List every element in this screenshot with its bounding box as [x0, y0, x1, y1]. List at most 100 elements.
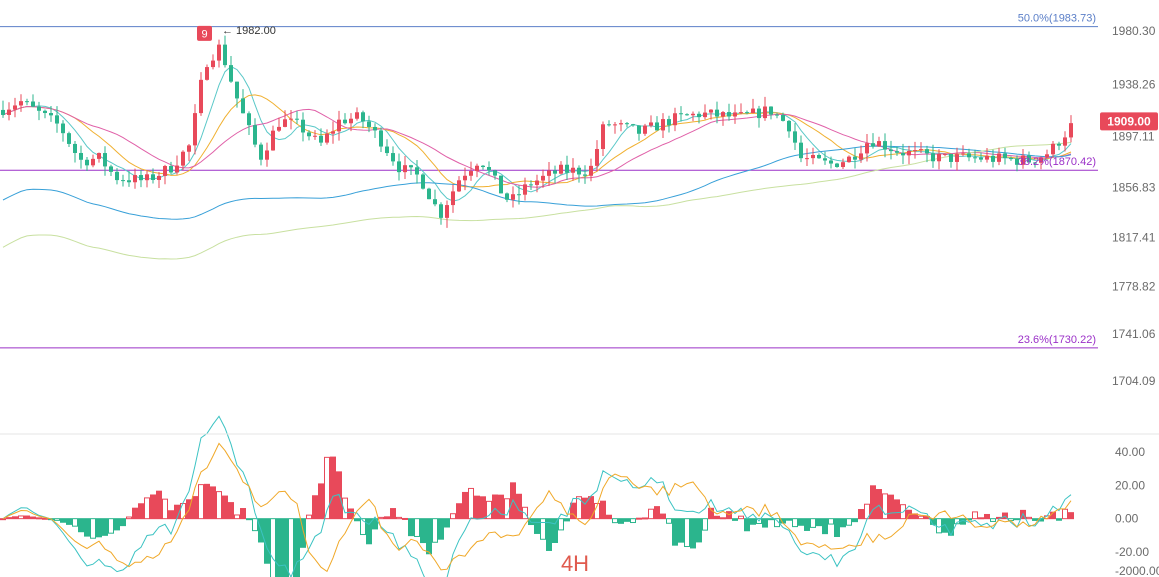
- candle-body: [835, 163, 839, 168]
- candle-body: [223, 44, 227, 66]
- candle-body: [1015, 158, 1019, 165]
- macd-histogram-bar: [240, 508, 246, 520]
- macd-histogram-bar: [654, 506, 660, 520]
- macd-histogram-bar: [666, 518, 672, 524]
- candle-body: [889, 149, 893, 152]
- macd-histogram-bar: [384, 516, 390, 520]
- candle-body: [403, 165, 407, 173]
- macd-histogram-bar: [774, 518, 780, 528]
- candle-body: [943, 153, 947, 155]
- macd-histogram-bar: [120, 518, 126, 527]
- candle-body: [637, 125, 641, 134]
- candle-body: [283, 119, 287, 127]
- macd-histogram-bar: [42, 517, 48, 520]
- candle-body: [493, 170, 497, 176]
- macd-histogram-bar: [738, 515, 744, 520]
- macd-histogram-bar: [1062, 508, 1068, 520]
- candle-body: [529, 184, 533, 186]
- candle-body: [277, 126, 281, 131]
- macd-histogram-bar: [366, 518, 372, 545]
- candle-body: [919, 149, 923, 151]
- candle-body: [721, 112, 725, 117]
- macd-histogram-bar: [612, 518, 618, 524]
- candle-body: [31, 101, 35, 107]
- macd-histogram-bar: [534, 518, 540, 534]
- macd-histogram-bar: [822, 518, 828, 535]
- ma-line-70: [2, 141, 1072, 260]
- indicator-tick-label: 0.00: [1115, 512, 1139, 526]
- macd-histogram-bar: [762, 518, 768, 528]
- fib-label-1: 38.2%(1870.42): [1018, 156, 1096, 168]
- macd-histogram-bar: [66, 518, 72, 525]
- macd-histogram-bar: [288, 518, 294, 577]
- candle-body: [85, 159, 89, 166]
- macd-histogram-bar: [438, 518, 444, 540]
- candle-body: [577, 167, 581, 175]
- candle-body: [397, 161, 401, 173]
- candle-body: [937, 153, 941, 162]
- candle-body: [967, 153, 971, 158]
- macd-histogram-bar: [816, 518, 822, 527]
- candle-body: [697, 113, 701, 118]
- candle-body: [649, 122, 653, 126]
- candle-body: [1069, 123, 1073, 138]
- candle-body: [55, 115, 59, 124]
- candle-body: [1063, 137, 1067, 146]
- candle-body: [313, 135, 317, 137]
- candle-body: [73, 143, 77, 153]
- candle-body: [337, 119, 341, 132]
- macd-histogram-bar: [714, 515, 720, 520]
- macd-histogram-bar: [1014, 518, 1020, 521]
- macd-histogram-bar: [672, 518, 678, 546]
- signal-line: [2, 442, 1072, 573]
- macd-line: [2, 415, 1072, 577]
- candle-body: [631, 124, 635, 126]
- candle-body: [589, 165, 593, 176]
- macd-histogram-bar: [984, 513, 990, 520]
- candle-body: [25, 101, 29, 103]
- candle-body: [241, 98, 245, 114]
- candle-body: [421, 174, 425, 189]
- macd-histogram-bar: [6, 517, 12, 520]
- candle-body: [1027, 155, 1031, 163]
- candle-body: [655, 122, 659, 131]
- macd-histogram-bar: [798, 518, 804, 526]
- candle-body: [13, 105, 17, 110]
- candle-body: [373, 126, 377, 131]
- candle-body: [211, 60, 215, 68]
- macd-histogram-bar: [90, 518, 96, 539]
- candle-body: [883, 141, 887, 150]
- macd-histogram-bar: [750, 518, 756, 525]
- macd-histogram-bar: [0, 518, 6, 521]
- macd-histogram-bar: [498, 494, 504, 520]
- macd-histogram-bar: [84, 518, 90, 537]
- candle-body: [319, 135, 323, 143]
- candle-body: [247, 113, 251, 126]
- macd-histogram-bar: [228, 502, 234, 520]
- candle-body: [1051, 143, 1055, 155]
- macd-histogram-bar: [264, 518, 270, 564]
- macd-histogram-bar: [156, 490, 162, 520]
- candle-body: [109, 166, 113, 172]
- macd-histogram-bar: [570, 502, 576, 520]
- macd-histogram-bar: [630, 518, 636, 524]
- macd-histogram-bar: [252, 518, 258, 532]
- candle-body: [439, 204, 443, 218]
- price-tick-label: 1817.41: [1112, 230, 1156, 244]
- candle-body: [523, 184, 527, 195]
- macd-histogram-bar: [306, 514, 312, 520]
- macd-histogram-bar: [888, 494, 894, 520]
- candle-body: [667, 119, 671, 126]
- macd-histogram-bar: [684, 518, 690, 548]
- macd-histogram-bar: [852, 518, 858, 523]
- candle-body: [751, 108, 755, 113]
- candle-body: [961, 153, 965, 155]
- candle-body: [511, 194, 515, 200]
- candle-body: [691, 113, 695, 116]
- macd-histogram-bar: [636, 517, 642, 520]
- candle-body: [49, 113, 53, 116]
- macd-histogram-bar: [558, 518, 564, 531]
- candle-body: [907, 150, 911, 156]
- candle-body: [709, 109, 713, 113]
- macd-histogram-bar: [36, 517, 42, 520]
